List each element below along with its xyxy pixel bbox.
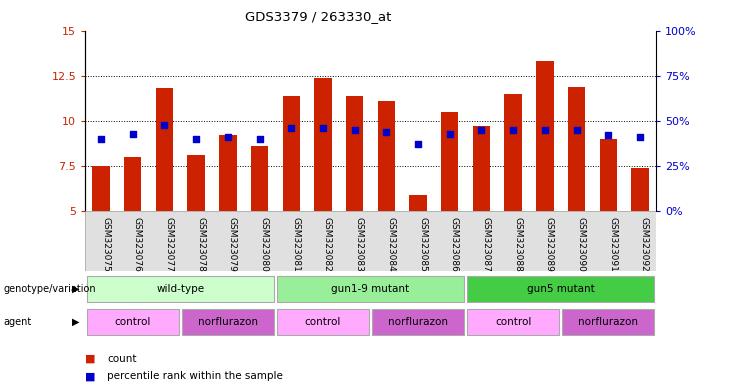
- Bar: [441, 112, 459, 211]
- Text: GSM323091: GSM323091: [608, 217, 617, 272]
- Text: GDS3379 / 263330_at: GDS3379 / 263330_at: [245, 10, 392, 23]
- Point: [571, 127, 582, 133]
- Text: wild-type: wild-type: [156, 284, 205, 294]
- Text: ▶: ▶: [72, 284, 79, 294]
- Text: norflurazon: norflurazon: [198, 316, 258, 327]
- Point: [539, 127, 551, 133]
- Text: GSM323075: GSM323075: [101, 217, 110, 272]
- Text: GSM323076: GSM323076: [133, 217, 142, 272]
- Point: [602, 132, 614, 139]
- Text: GSM323084: GSM323084: [386, 217, 396, 272]
- Bar: [187, 155, 205, 211]
- Text: norflurazon: norflurazon: [578, 316, 638, 327]
- Point: [380, 129, 392, 135]
- Text: GSM323092: GSM323092: [640, 217, 649, 272]
- Bar: [282, 96, 300, 211]
- Text: GSM323090: GSM323090: [576, 217, 585, 272]
- Point: [127, 131, 139, 137]
- Text: ■: ■: [85, 354, 96, 364]
- Text: norflurazon: norflurazon: [388, 316, 448, 327]
- Text: GSM323088: GSM323088: [513, 217, 522, 272]
- Point: [159, 121, 170, 127]
- FancyBboxPatch shape: [467, 309, 559, 334]
- Point: [253, 136, 265, 142]
- Point: [349, 127, 361, 133]
- Text: GSM323083: GSM323083: [355, 217, 364, 272]
- FancyBboxPatch shape: [182, 309, 274, 334]
- Text: GSM323086: GSM323086: [450, 217, 459, 272]
- Point: [222, 134, 233, 140]
- FancyBboxPatch shape: [562, 309, 654, 334]
- Text: control: control: [495, 316, 531, 327]
- Text: GSM323080: GSM323080: [259, 217, 268, 272]
- Bar: [631, 168, 648, 211]
- FancyBboxPatch shape: [277, 276, 464, 302]
- Text: GSM323077: GSM323077: [165, 217, 173, 272]
- Bar: [156, 88, 173, 211]
- Bar: [124, 157, 142, 211]
- Bar: [93, 166, 110, 211]
- Text: GSM323079: GSM323079: [227, 217, 237, 272]
- Text: control: control: [305, 316, 341, 327]
- Text: gun5 mutant: gun5 mutant: [527, 284, 594, 294]
- Point: [190, 136, 202, 142]
- Bar: [473, 126, 490, 211]
- FancyBboxPatch shape: [85, 211, 656, 271]
- Bar: [599, 139, 617, 211]
- Bar: [219, 136, 236, 211]
- Text: count: count: [107, 354, 137, 364]
- Point: [507, 127, 519, 133]
- Text: GSM323087: GSM323087: [482, 217, 491, 272]
- Bar: [568, 87, 585, 211]
- Text: percentile rank within the sample: percentile rank within the sample: [107, 371, 283, 381]
- Text: agent: agent: [4, 316, 32, 327]
- Text: GSM323078: GSM323078: [196, 217, 205, 272]
- Text: control: control: [115, 316, 151, 327]
- Point: [285, 125, 297, 131]
- Bar: [505, 94, 522, 211]
- Point: [95, 136, 107, 142]
- Bar: [314, 78, 332, 211]
- Point: [412, 141, 424, 147]
- Point: [634, 134, 646, 140]
- FancyBboxPatch shape: [467, 276, 654, 302]
- Text: GSM323089: GSM323089: [545, 217, 554, 272]
- FancyBboxPatch shape: [277, 309, 369, 334]
- Text: genotype/variation: genotype/variation: [4, 284, 96, 294]
- Text: gun1-9 mutant: gun1-9 mutant: [331, 284, 410, 294]
- Text: ■: ■: [85, 371, 96, 381]
- Bar: [409, 195, 427, 211]
- Bar: [536, 61, 554, 211]
- Bar: [346, 96, 363, 211]
- Point: [444, 131, 456, 137]
- Text: ▶: ▶: [72, 316, 79, 327]
- FancyBboxPatch shape: [372, 309, 464, 334]
- Text: GSM323081: GSM323081: [291, 217, 300, 272]
- FancyBboxPatch shape: [87, 276, 274, 302]
- FancyBboxPatch shape: [87, 309, 179, 334]
- Text: GSM323085: GSM323085: [418, 217, 427, 272]
- Point: [476, 127, 488, 133]
- Bar: [251, 146, 268, 211]
- Point: [317, 125, 329, 131]
- Text: GSM323082: GSM323082: [323, 217, 332, 272]
- Bar: [378, 101, 395, 211]
